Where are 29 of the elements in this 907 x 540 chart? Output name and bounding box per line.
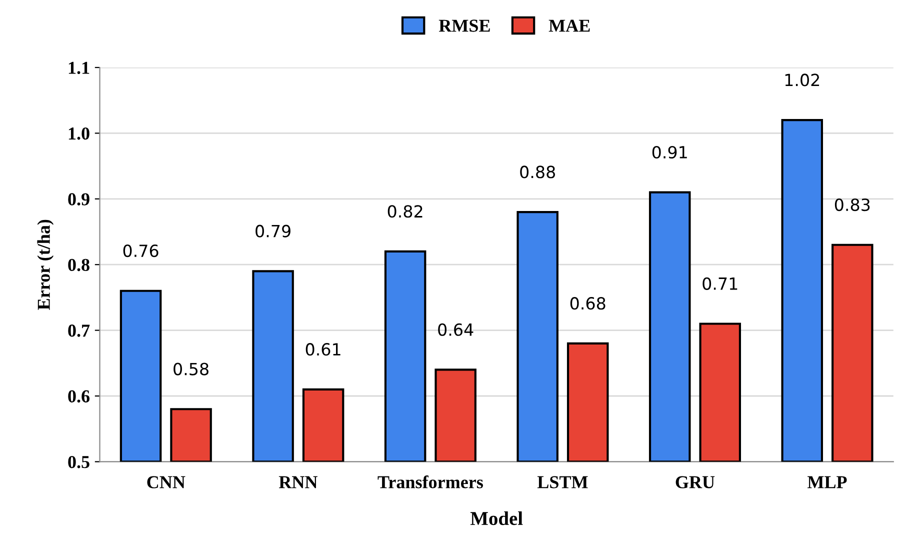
data-label: 0.68 (570, 297, 606, 310)
data-label: 0.76 (123, 244, 158, 258)
y-tick-label: 0.7 (68, 324, 90, 337)
legend-label: MAE (548, 20, 590, 32)
x-tick-label: LSTM (537, 476, 588, 488)
legend-label: RMSE (438, 20, 490, 32)
data-label: 0.83 (834, 198, 870, 212)
x-tick-label: Transformers (378, 475, 483, 488)
y-tick-label: 0.9 (68, 193, 90, 206)
y-tick-label: 0.6 (68, 390, 90, 403)
data-label: 0.79 (256, 224, 290, 238)
data-label: 0.64 (438, 323, 474, 336)
x-tick-label: GRU (676, 476, 715, 488)
y-tick-label: 1.0 (68, 127, 90, 140)
x-tick-label: MLP (808, 476, 847, 488)
y-tick-label: 0.8 (68, 258, 90, 272)
data-label: 0.61 (306, 343, 340, 356)
y-axis-title: Error (t/ha) (37, 220, 54, 310)
y-tick-label: 1.1 (68, 62, 90, 74)
data-label: 0.82 (388, 205, 422, 218)
data-label: 1.02 (785, 74, 820, 86)
data-label: 0.88 (520, 166, 555, 178)
x-tick-label: CNN (147, 476, 186, 488)
x-tick-label: RNN (278, 476, 318, 488)
data-label: 0.71 (702, 277, 738, 290)
data-label: 0.91 (652, 146, 687, 159)
data-label: 0.58 (174, 362, 208, 376)
y-tick-label: 0.5 (68, 456, 90, 468)
x-axis-title: Model (470, 511, 523, 526)
